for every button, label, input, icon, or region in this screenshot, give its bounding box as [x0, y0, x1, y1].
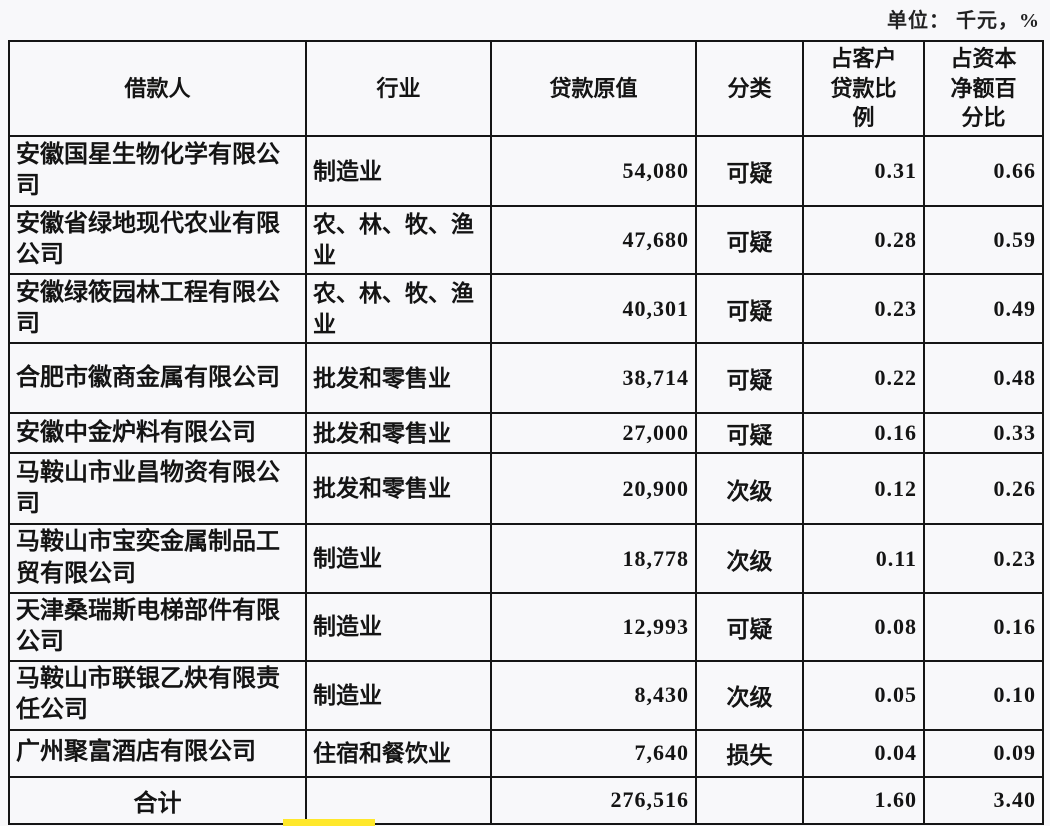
- cell-classification: 可疑: [695, 205, 804, 276]
- cell-pct-customer-loans: 0.28: [802, 205, 925, 276]
- cell-classification: 可疑: [695, 342, 804, 415]
- cell-total-label: 合计: [8, 775, 307, 825]
- unit-note: 单位： 千元，%: [887, 10, 1040, 32]
- cell-pct-customer-loans: 0.05: [802, 660, 925, 731]
- cell-borrower: 安徽国星生物化学有限公司: [8, 135, 307, 208]
- cell-loan-value: 47,680: [490, 205, 697, 276]
- cell-industry: 住宿和餐饮业: [305, 728, 492, 778]
- cell-industry: 制造业: [305, 660, 492, 731]
- cell-loan-value: 40,301: [490, 273, 697, 345]
- cell-industry: [305, 775, 492, 825]
- cell-pct-customer-loans: 0.04: [802, 728, 925, 778]
- cell-pct-customer-loans: 0.12: [802, 452, 925, 526]
- cell-pct-customer-loans: 0.11: [802, 523, 925, 594]
- cell-borrower: 安徽绿筱园林工程有限公司: [8, 273, 307, 345]
- cell-pct-net-capital: 0.66: [923, 135, 1044, 208]
- cell-pct-customer-loans: 0.22: [802, 342, 925, 415]
- cell-pct-net-capital: 0.49: [923, 273, 1044, 345]
- table-row: 马鞍山市联银乙炔有限责任公司 制造业 8,430 次级 0.05 0.10: [8, 660, 1044, 731]
- cell-loan-value: 276,516: [490, 775, 697, 825]
- cell-classification: 可疑: [695, 591, 804, 663]
- cell-pct-net-capital: 0.16: [923, 591, 1044, 663]
- cell-loan-value: 54,080: [490, 135, 697, 208]
- cell-borrower: 合肥市徽商金属有限公司: [8, 342, 307, 415]
- cell-industry: 批发和零售业: [305, 412, 492, 455]
- cell-industry: 农、林、牧、渔业: [305, 205, 492, 276]
- col-header-classification: 分类: [695, 39, 804, 138]
- cell-loan-value: 27,000: [490, 412, 697, 455]
- cell-pct-net-capital: 0.09: [923, 728, 1044, 778]
- table-row: 安徽省绿地现代农业有限公司 农、林、牧、渔业 47,680 可疑 0.28 0.…: [8, 205, 1044, 276]
- cell-classification: 次级: [695, 452, 804, 526]
- cell-industry: 农、林、牧、渔业: [305, 273, 492, 345]
- cell-classification: [695, 775, 804, 825]
- table-row: 广州聚富酒店有限公司 住宿和餐饮业 7,640 损失 0.04 0.09: [8, 728, 1044, 778]
- cell-industry: 制造业: [305, 591, 492, 663]
- cell-borrower: 马鞍山市业昌物资有限公司: [8, 452, 307, 526]
- cell-loan-value: 8,430: [490, 660, 697, 731]
- cell-classification: 次级: [695, 660, 804, 731]
- cell-pct-customer-loans: 0.31: [802, 135, 925, 208]
- cell-industry: 制造业: [305, 523, 492, 594]
- cell-pct-customer-loans: 0.16: [802, 412, 925, 455]
- yellow-highlight-fragment: [283, 819, 375, 826]
- col-header-pct-net-capital: 占资本 净额百 分比: [923, 39, 1044, 138]
- cell-classification: 次级: [695, 523, 804, 594]
- table-row: 合肥市徽商金属有限公司 批发和零售业 38,714 可疑 0.22 0.48: [8, 342, 1044, 415]
- total-row: 合计 276,516 1.60 3.40: [8, 775, 1044, 825]
- cell-pct-net-capital: 3.40: [923, 775, 1044, 825]
- cell-pct-net-capital: 0.33: [923, 412, 1044, 455]
- cell-borrower: 天津桑瑞斯电梯部件有限公司: [8, 591, 307, 663]
- cell-industry: 批发和零售业: [305, 452, 492, 526]
- table-row: 马鞍山市业昌物资有限公司 批发和零售业 20,900 次级 0.12 0.26: [8, 452, 1044, 526]
- cell-loan-value: 7,640: [490, 728, 697, 778]
- cell-classification: 可疑: [695, 412, 804, 455]
- cell-classification: 可疑: [695, 135, 804, 208]
- cell-borrower: 马鞍山市宝奕金属制品工贸有限公司: [8, 523, 307, 594]
- cell-classification: 损失: [695, 728, 804, 778]
- header-row: 借款人 行业 贷款原值 分类 占客户 贷款比 例 占资本 净额百 分比: [8, 39, 1044, 138]
- col-header-borrower: 借款人: [8, 39, 307, 138]
- col-header-loan-value: 贷款原值: [490, 39, 697, 138]
- cell-borrower: 马鞍山市联银乙炔有限责任公司: [8, 660, 307, 731]
- cell-pct-net-capital: 0.48: [923, 342, 1044, 415]
- cell-loan-value: 20,900: [490, 452, 697, 526]
- cell-classification: 可疑: [695, 273, 804, 345]
- col-header-industry: 行业: [305, 39, 492, 138]
- cell-loan-value: 18,778: [490, 523, 697, 594]
- cell-borrower: 广州聚富酒店有限公司: [8, 728, 307, 778]
- cell-pct-net-capital: 0.26: [923, 452, 1044, 526]
- table-row: 安徽绿筱园林工程有限公司 农、林、牧、渔业 40,301 可疑 0.23 0.4…: [8, 273, 1044, 345]
- cell-pct-net-capital: 0.23: [923, 523, 1044, 594]
- col-header-pct-customer-loans: 占客户 贷款比 例: [802, 39, 925, 138]
- cell-pct-net-capital: 0.10: [923, 660, 1044, 731]
- cell-pct-net-capital: 0.59: [923, 205, 1044, 276]
- table-row: 马鞍山市宝奕金属制品工贸有限公司 制造业 18,778 次级 0.11 0.23: [8, 523, 1044, 594]
- table-row: 安徽国星生物化学有限公司 制造业 54,080 可疑 0.31 0.66: [8, 135, 1044, 208]
- cell-borrower: 安徽中金炉料有限公司: [8, 412, 307, 455]
- cell-industry: 批发和零售业: [305, 342, 492, 415]
- cell-industry: 制造业: [305, 135, 492, 208]
- cell-loan-value: 12,993: [490, 591, 697, 663]
- table-row: 天津桑瑞斯电梯部件有限公司 制造业 12,993 可疑 0.08 0.16: [8, 591, 1044, 663]
- cell-borrower: 安徽省绿地现代农业有限公司: [8, 205, 307, 276]
- cell-loan-value: 38,714: [490, 342, 697, 415]
- cell-pct-customer-loans: 1.60: [802, 775, 925, 825]
- cell-pct-customer-loans: 0.08: [802, 591, 925, 663]
- cell-pct-customer-loans: 0.23: [802, 273, 925, 345]
- npl-borrowers-table: 借款人 行业 贷款原值 分类 占客户 贷款比 例 占资本 净额百 分比 安徽国星…: [8, 39, 1044, 825]
- table-row: 安徽中金炉料有限公司 批发和零售业 27,000 可疑 0.16 0.33: [8, 412, 1044, 455]
